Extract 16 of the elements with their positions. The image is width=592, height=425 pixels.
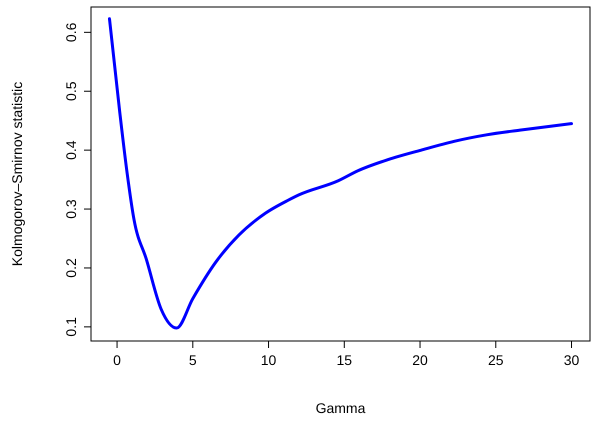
x-tick-label: 15: [336, 352, 352, 368]
x-tick-label: 0: [113, 352, 122, 368]
x-axis-title: Gamma: [316, 400, 366, 416]
y-tick-label: 0.6: [63, 22, 79, 42]
y-tick-label: 0.3: [63, 199, 79, 219]
x-tick-label: 10: [260, 352, 277, 368]
y-tick-label: 0.1: [63, 316, 79, 337]
y-tick-label: 0.2: [63, 258, 79, 278]
x-tick-label: 25: [488, 352, 504, 368]
y-tick-label: 0.5: [63, 81, 79, 101]
x-tick-label: 5: [188, 352, 197, 368]
y-tick-label: 0.4: [63, 140, 79, 160]
x-tick-label: 20: [412, 352, 428, 368]
line-series: [108, 17, 574, 330]
y-axis-title: Kolmogorov–Smirnov statistic: [9, 82, 25, 266]
x-tick-label: 30: [564, 352, 580, 368]
